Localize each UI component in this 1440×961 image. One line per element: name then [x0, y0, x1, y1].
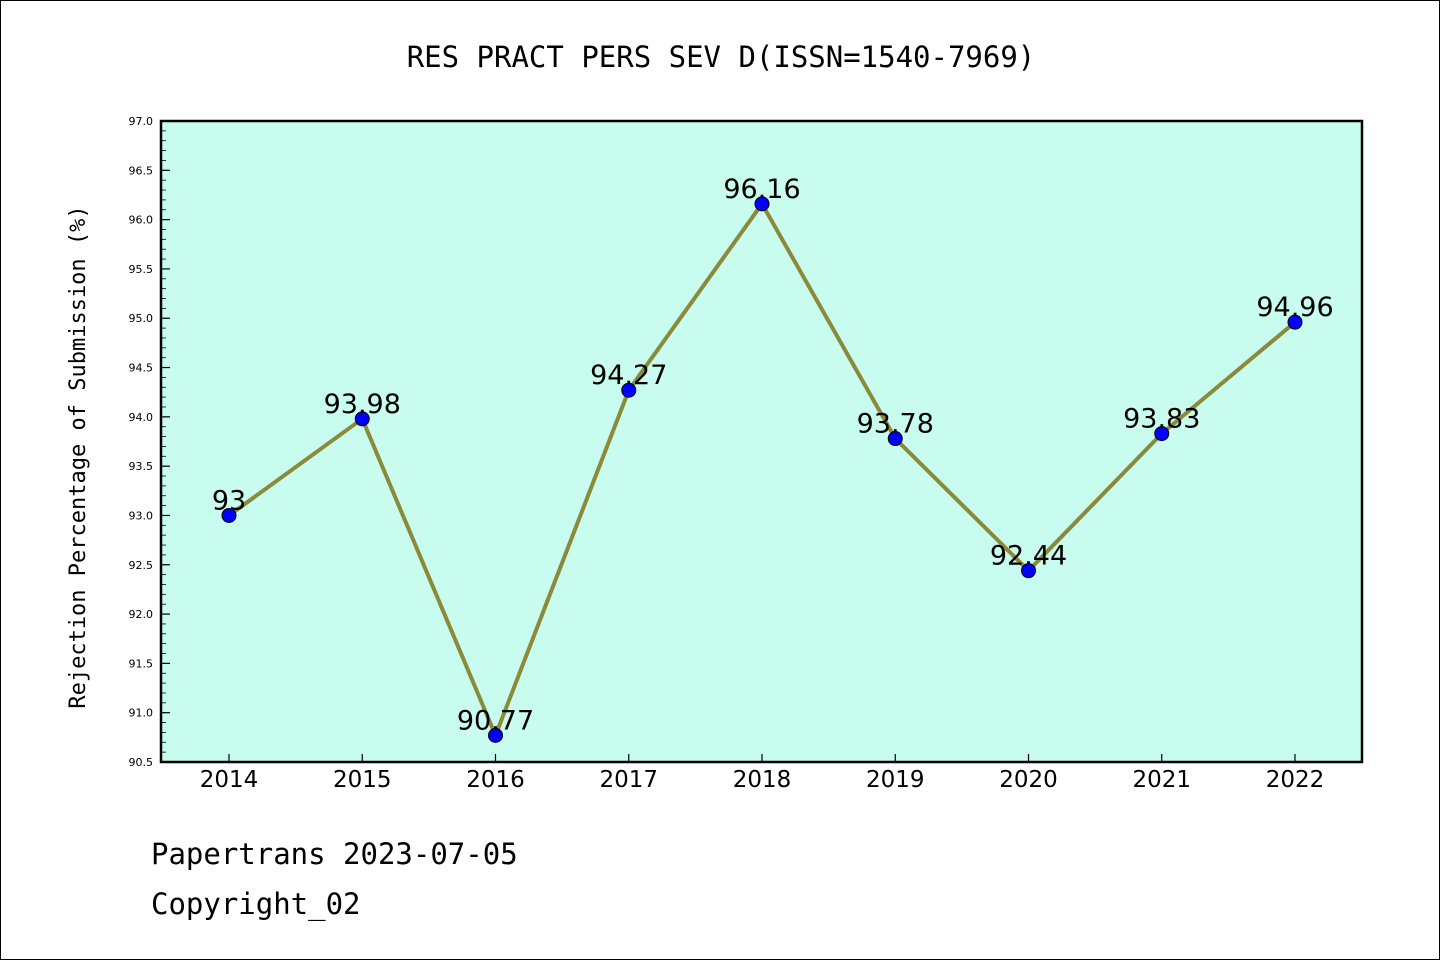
y-tick-label: 95.5: [129, 263, 154, 276]
x-tick-label: 2021: [1132, 767, 1191, 793]
y-axis: 90.5 91.0 91.5 92.0 92.5 93.0 93.5 94.0 94.5 95.0…: [129, 115, 170, 769]
footer-copyright: Copyright_02: [151, 887, 361, 921]
y-tick-label: 95.0: [129, 312, 154, 325]
data-point: [1021, 563, 1036, 579]
data-label: 93.78: [857, 409, 934, 440]
data-label: 90.77: [457, 705, 534, 736]
series-markers: [221, 196, 1303, 743]
data-label: 93: [212, 485, 246, 516]
x-tick-label: 2017: [599, 767, 658, 793]
y-tick-label: 91.5: [129, 657, 154, 670]
plot-area: [161, 121, 1362, 762]
data-point: [221, 507, 237, 523]
data-label: 93.83: [1123, 404, 1200, 435]
data-label: 96.16: [723, 174, 800, 205]
y-tick-label: 92.0: [129, 608, 154, 621]
x-tick-label: 2018: [733, 767, 792, 793]
y-tick-label: 94.5: [129, 362, 154, 375]
y-axis-label: Rejection Percentage of Submission (%): [66, 205, 91, 708]
y-tick-label: 93.0: [129, 509, 154, 522]
y-tick-label: 94.0: [129, 411, 154, 424]
y-tick-label: 91.0: [129, 707, 154, 720]
data-point: [488, 727, 503, 743]
plot-border: [159, 119, 1364, 764]
data-point: [754, 196, 770, 212]
y-tick-label: 97.0: [129, 115, 154, 128]
data-point: [1287, 314, 1303, 330]
data-point: [1154, 426, 1170, 442]
data-label: 93.98: [324, 389, 401, 420]
x-axis: 2014 2015 2016 2017 2018 2019 2020 2021 2022: [200, 754, 1325, 793]
y-tick-label: 93.5: [129, 460, 154, 473]
x-tick-label: 2022: [1266, 767, 1325, 793]
data-point: [887, 431, 903, 447]
x-tick-label: 2016: [466, 767, 525, 793]
y-tick-label: 96.5: [129, 164, 154, 177]
x-tick-label: 2019: [866, 767, 925, 793]
y-tick-label: 92.5: [129, 559, 154, 572]
data-labels: 93 93.98 90.77 94.27 96.16 93.78 92.44 93.83 94.…: [212, 174, 1334, 737]
data-point: [621, 382, 637, 398]
data-label: 94.96: [1256, 292, 1333, 323]
y-tick-label: 90.5: [129, 756, 154, 769]
data-label: 94.27: [590, 360, 667, 391]
x-tick-label: 2015: [333, 767, 392, 793]
footer-date: Papertrans 2023-07-05: [151, 837, 518, 871]
chart-title: RES PRACT PERS SEV D(ISSN=1540-7969): [407, 40, 1036, 74]
x-tick-label: 2014: [200, 767, 259, 793]
x-tick-label: 2020: [999, 767, 1058, 793]
data-label: 92.44: [990, 541, 1067, 572]
data-point: [354, 411, 370, 427]
y-tick-label: 96.0: [129, 214, 154, 227]
